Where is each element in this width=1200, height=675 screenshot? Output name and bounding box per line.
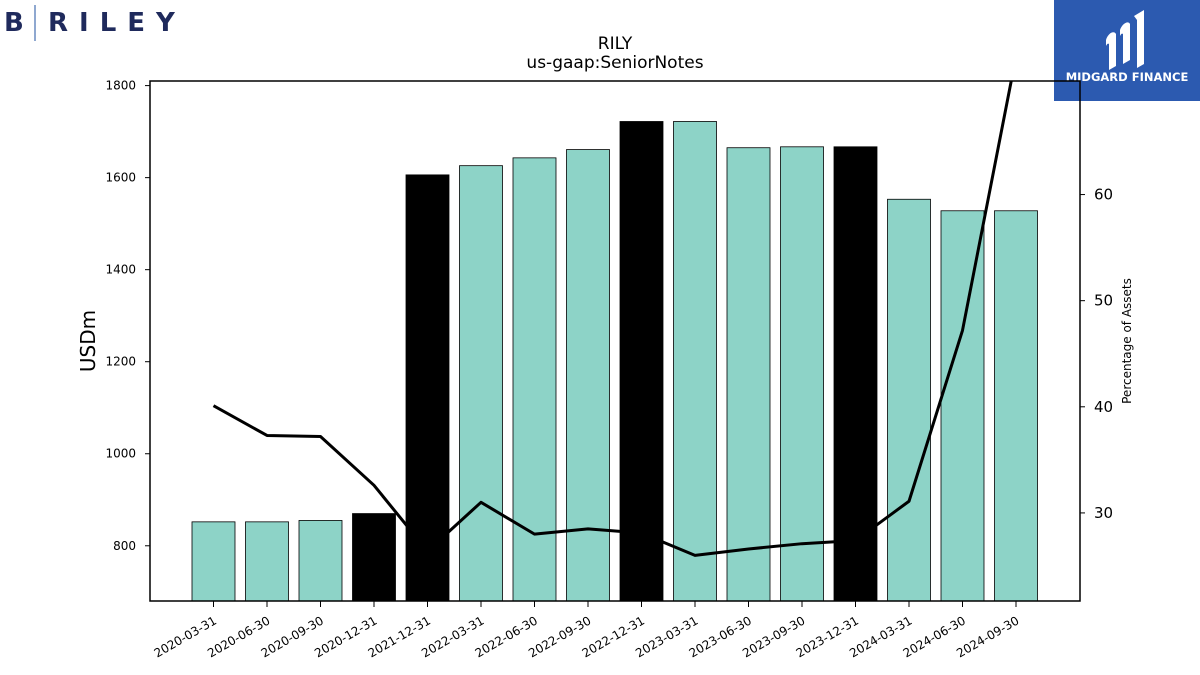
y-tick-label: 1200 <box>105 355 136 369</box>
bar <box>726 147 771 602</box>
chart-subtitle: us-gaap:SeniorNotes <box>526 53 703 73</box>
svg-text:MIDGARD FINANCE: MIDGARD FINANCE <box>1066 70 1189 84</box>
bar <box>833 146 878 602</box>
bar <box>619 121 664 602</box>
y2-axis-label: Percentage of Assets <box>1120 278 1134 404</box>
midgard-finance-logo: MIDGARD FINANCE <box>1054 0 1200 101</box>
y-tick-label: 1800 <box>105 79 136 93</box>
y2-tick-label: 60 <box>1094 186 1113 204</box>
series-line-percent-of-assets <box>212 81 1013 557</box>
y-axis-label: USDm <box>76 310 100 372</box>
y-tick-label: 1600 <box>105 171 136 185</box>
bar <box>459 165 503 602</box>
y2-tick-label: 50 <box>1094 292 1113 310</box>
b-riley-logo: B RILEY <box>0 0 190 44</box>
bar <box>298 520 343 602</box>
chart-title: RILY <box>598 34 633 54</box>
bar <box>887 198 931 602</box>
bar <box>191 521 236 602</box>
y-tick-label: 1400 <box>105 263 136 277</box>
bar <box>994 210 1038 602</box>
y-tick-label: 800 <box>113 539 136 553</box>
svg-text:RILEY: RILEY <box>48 8 186 38</box>
y2-tick-label: 40 <box>1094 398 1113 416</box>
bar <box>780 146 824 602</box>
svg-text:B: B <box>4 8 25 38</box>
bar <box>673 121 717 602</box>
bar <box>352 513 396 602</box>
y2-tick-label: 30 <box>1094 504 1113 522</box>
y-tick-label: 1000 <box>105 447 136 461</box>
plot-frame <box>149 80 1081 602</box>
bar <box>940 210 985 602</box>
bar <box>566 149 610 602</box>
bar <box>245 521 289 602</box>
